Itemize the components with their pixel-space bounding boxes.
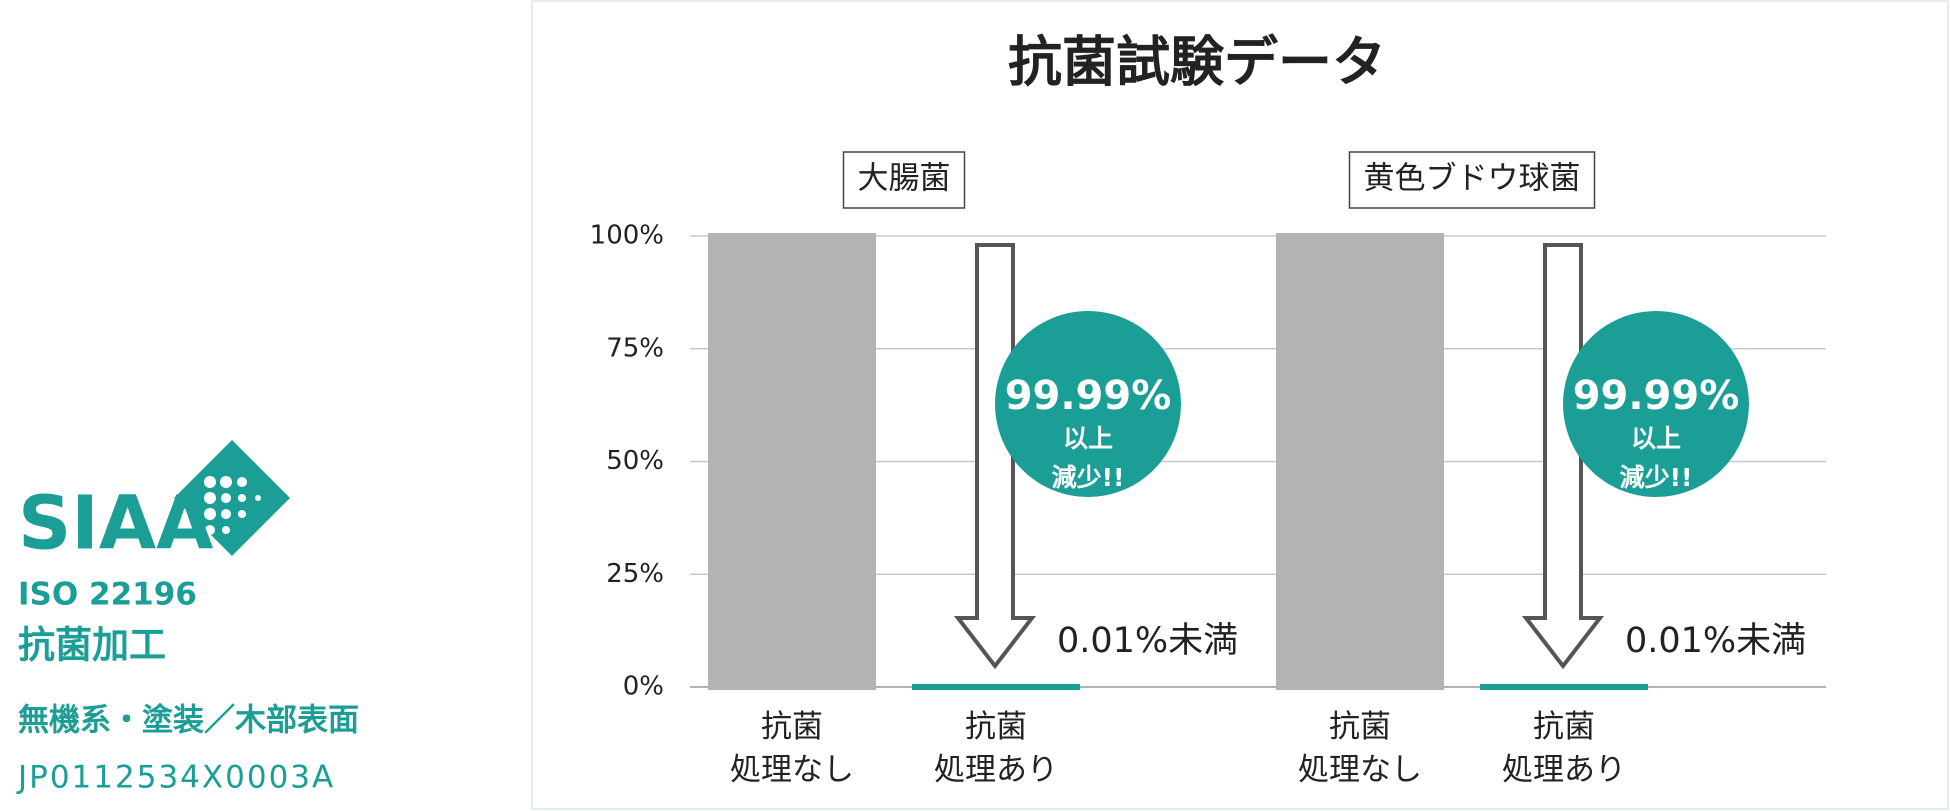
logo-text: SIAA <box>18 481 213 567</box>
reduction-arrow <box>953 243 1037 670</box>
y-tick-label: 25% <box>606 559 664 589</box>
subtitle-box <box>1348 151 1596 209</box>
x-tick-line: 抗菌 <box>1533 709 1595 745</box>
x-tick-label: 抗菌処理なし <box>1298 709 1422 788</box>
y-tick-label: 100% <box>590 221 664 251</box>
y-tick-label: 75% <box>606 333 664 363</box>
x-tick-line: 抗菌 <box>1329 709 1391 745</box>
chart-title: 抗菌試験データ <box>1008 31 1386 94</box>
annotation-text: 以上 <box>1063 424 1113 453</box>
panel-subtitle: 黄色ブドウ球菌 <box>1364 161 1581 197</box>
annotation-badge <box>995 311 1181 497</box>
x-tick-label: 抗菌処理あり <box>1502 709 1626 788</box>
chart-frame <box>531 0 1949 810</box>
x-tick-line: 処理あり <box>1502 752 1626 788</box>
siaa-logo: SIAA <box>18 440 290 567</box>
annotation-text: 以上 <box>1631 424 1681 453</box>
value-label: 0.01%未満 <box>1057 621 1238 661</box>
annotation-text: 減少!! <box>1620 463 1693 492</box>
y-tick-label: 50% <box>606 446 664 476</box>
registration-number: JP0112534X0003A <box>16 760 335 796</box>
material: 無機系・塗装／木部表面 <box>18 703 359 739</box>
x-tick-label: 抗菌処理あり <box>934 709 1058 788</box>
x-tick-line: 処理なし <box>730 752 854 788</box>
x-tick-line: 抗菌 <box>965 709 1027 745</box>
x-tick-label: 抗菌処理なし <box>730 709 854 788</box>
bar <box>1276 233 1444 690</box>
annotation-text: 99.99% <box>1573 373 1740 419</box>
standard: ISO 22196 <box>18 577 197 613</box>
x-tick-line: 抗菌 <box>761 709 823 745</box>
x-tick-line: 処理あり <box>934 752 1058 788</box>
x-tick-line: 処理なし <box>1298 752 1422 788</box>
y-tick-label: 0% <box>623 672 664 702</box>
panel-subtitle: 大腸菌 <box>858 161 951 197</box>
reduction-arrow <box>1521 243 1605 670</box>
value-label: 0.01%未満 <box>1625 621 1806 661</box>
annotation-badge <box>1563 311 1749 497</box>
annotation-text: 減少!! <box>1052 463 1125 492</box>
treatment: 抗菌加工 <box>18 624 166 667</box>
logo-diamond <box>174 440 290 556</box>
logo-dots <box>204 476 261 535</box>
annotation-text: 99.99% <box>1005 373 1172 419</box>
bar <box>708 233 876 690</box>
subtitle-box <box>842 151 966 209</box>
